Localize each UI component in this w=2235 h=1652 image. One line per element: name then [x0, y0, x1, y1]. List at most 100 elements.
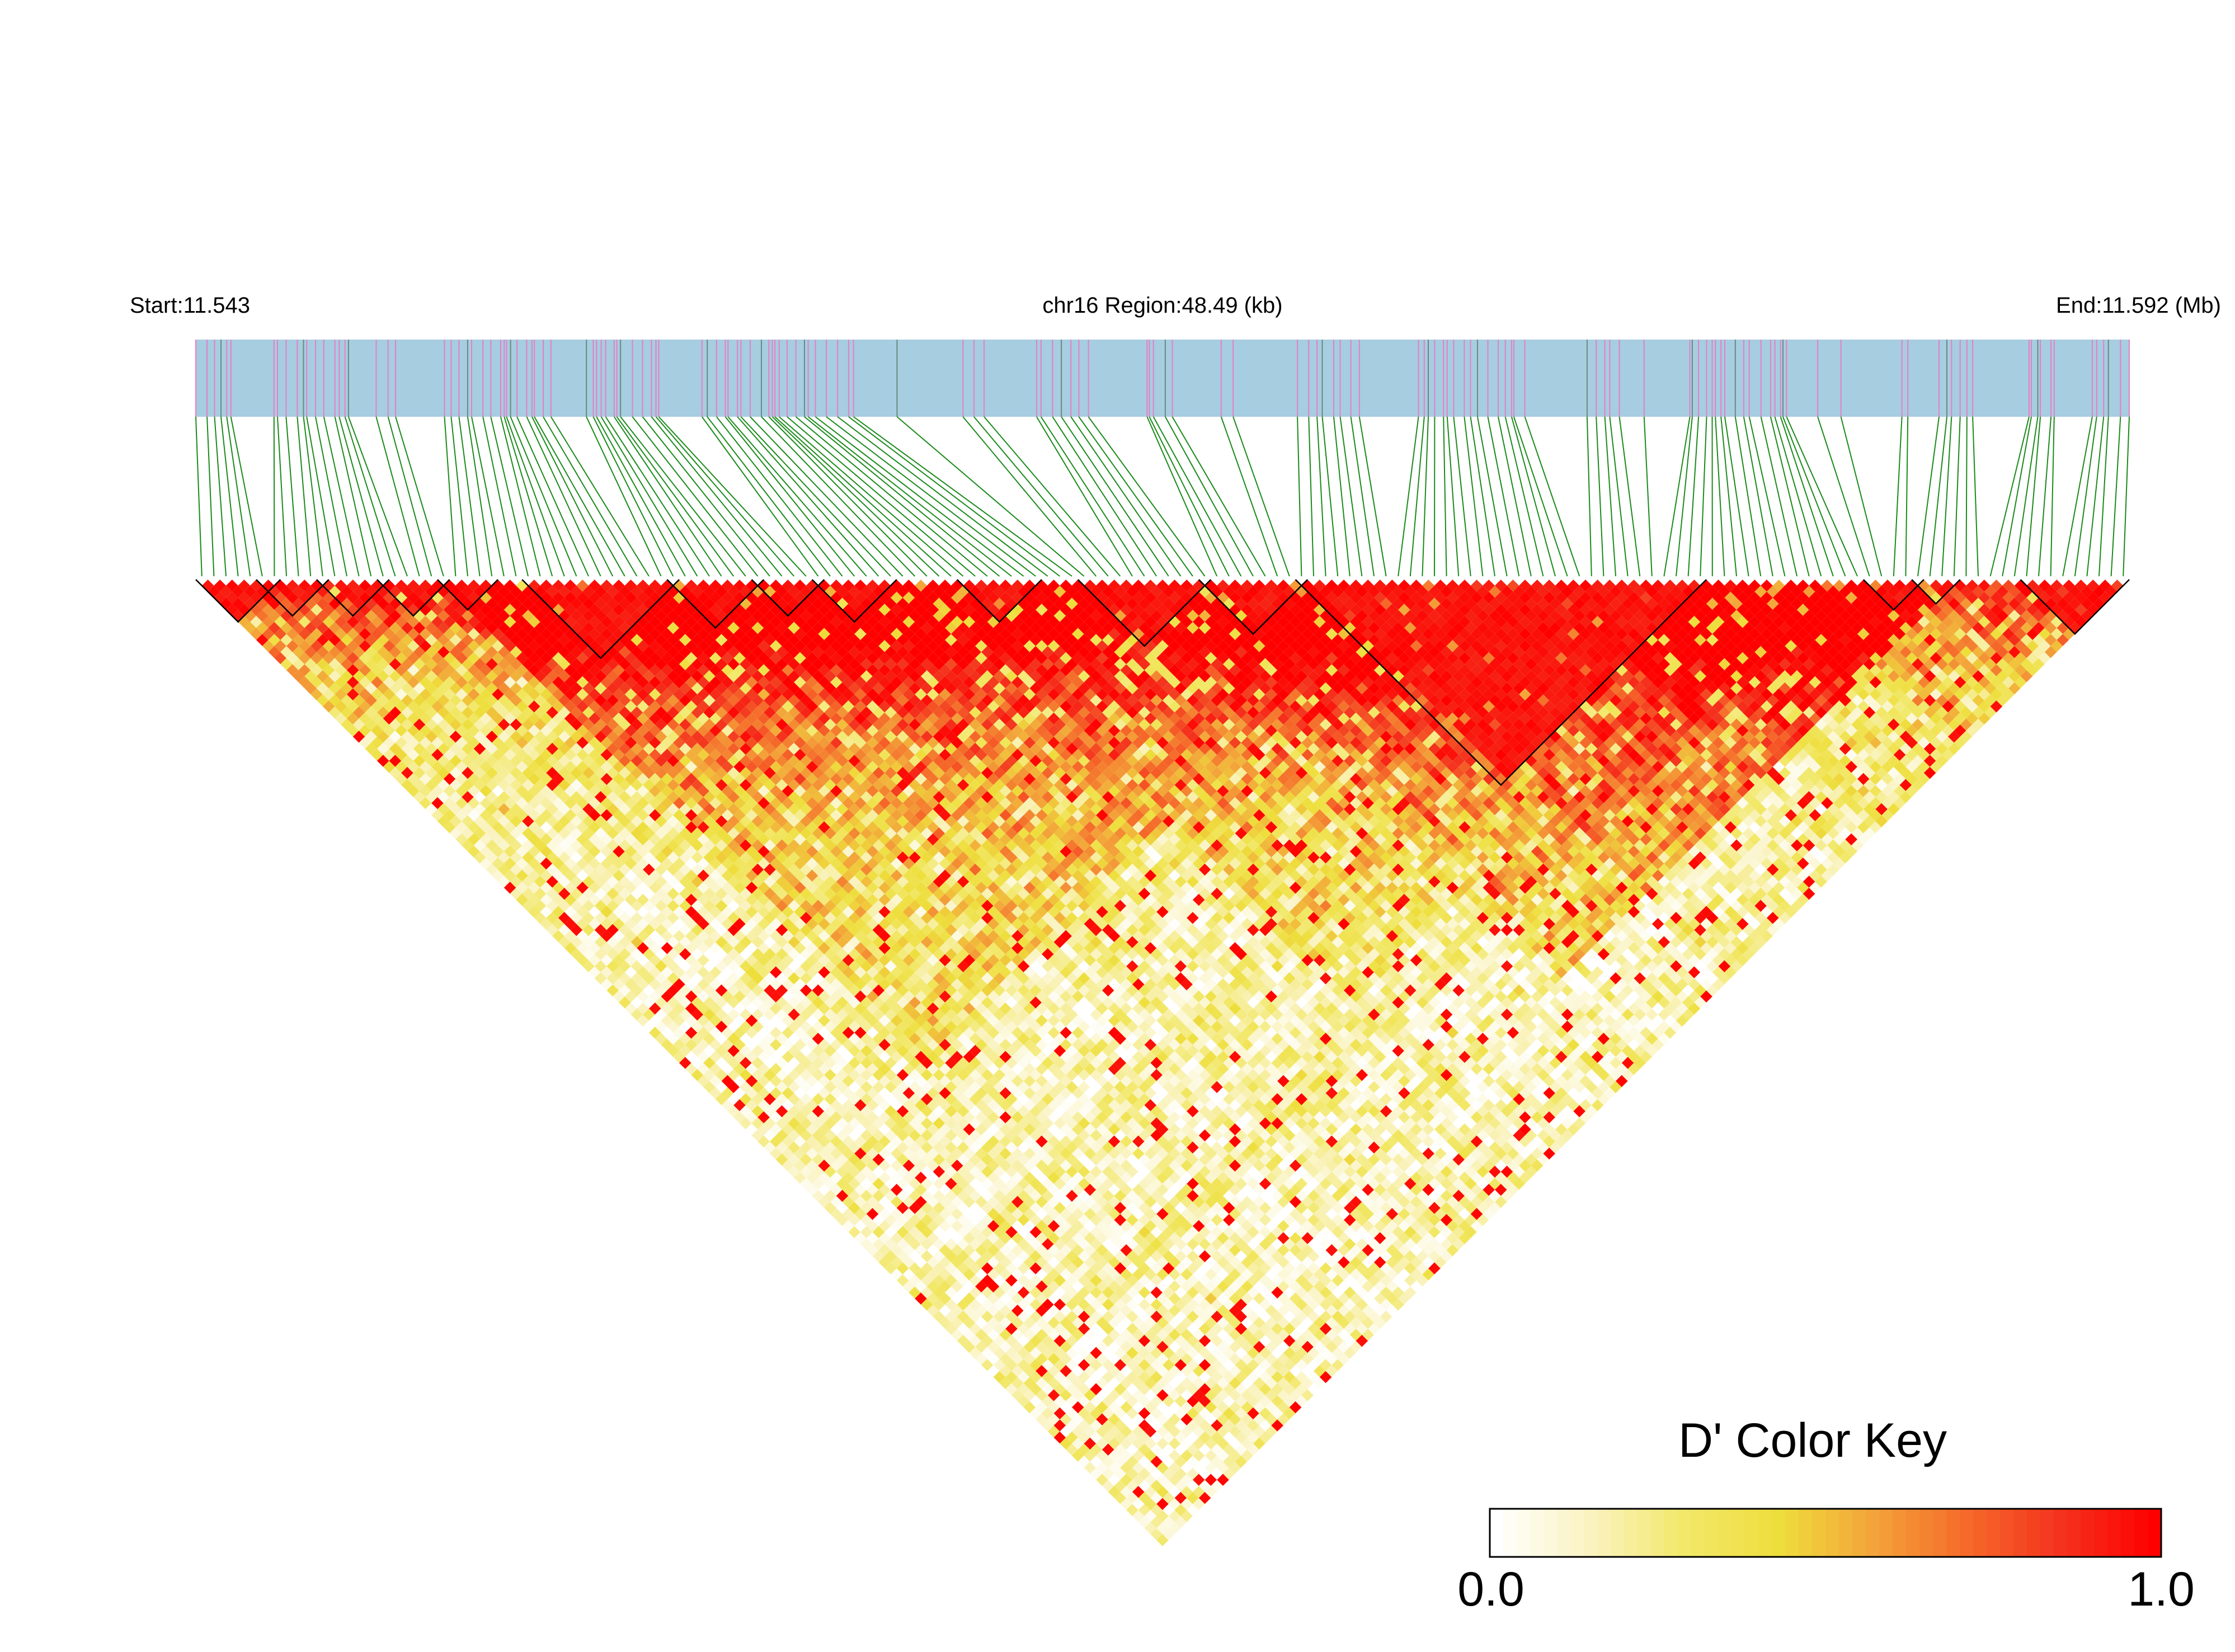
ld-cell	[866, 1244, 879, 1256]
ld-cell	[389, 706, 402, 719]
ld-cell	[848, 1154, 860, 1166]
ld-cell	[546, 900, 558, 912]
snp-connector	[1989, 416, 2030, 577]
snp-connector	[1734, 416, 1762, 577]
ld-cell	[679, 996, 691, 1009]
snp-connector	[837, 416, 1048, 577]
ld-cell	[721, 1051, 734, 1063]
ld-cell	[449, 791, 462, 803]
ld-cell	[570, 912, 583, 924]
ld-cell	[860, 1165, 873, 1178]
ld-cell	[709, 1038, 722, 1051]
ld-cell	[896, 1262, 909, 1274]
ld-cell	[1042, 1347, 1054, 1359]
ld-cell	[479, 785, 492, 797]
ld-cell	[589, 906, 601, 918]
ld-cell	[328, 682, 341, 695]
ld-cell	[1023, 1389, 1036, 1401]
ld-cell	[836, 1214, 849, 1226]
ld-cell	[540, 845, 553, 858]
ld-cell	[335, 700, 347, 713]
ld-cell	[812, 1154, 825, 1166]
ld-cell	[933, 1238, 945, 1250]
ld-cell	[462, 815, 474, 827]
ld-cell	[359, 664, 371, 676]
ld-cell	[540, 833, 553, 846]
ld-cell	[951, 1280, 963, 1293]
ld-cell	[1017, 1383, 1030, 1395]
ld-cell	[782, 1123, 794, 1136]
ld-cell	[891, 1244, 903, 1256]
snp-connector	[1464, 416, 1484, 577]
ld-cell	[347, 724, 359, 737]
snp-connector	[1786, 416, 1858, 577]
snp-connector	[1524, 416, 1580, 577]
ld-cell	[317, 646, 329, 658]
snp-connector	[1316, 416, 1326, 577]
ld-cell	[1042, 1383, 1054, 1395]
ld-cell	[1138, 1480, 1151, 1492]
ld-cell	[359, 676, 371, 689]
ld-cell	[1168, 1510, 1181, 1522]
ld-cell	[389, 718, 402, 731]
ld-cell	[691, 1069, 704, 1081]
ld-cell	[600, 930, 613, 942]
ld-cell	[782, 1147, 794, 1160]
ld-cell	[1114, 1419, 1127, 1432]
ld-cell	[630, 972, 643, 985]
snp-connector	[490, 416, 529, 577]
ld-cell	[1174, 1491, 1187, 1504]
ld-cell	[371, 676, 383, 689]
ld-cell	[401, 731, 413, 743]
ld-cell	[957, 1262, 970, 1274]
ld-cell	[425, 791, 437, 803]
ld-cell	[866, 1208, 879, 1220]
snp-connector	[1443, 416, 1447, 577]
ld-cell	[1036, 1389, 1048, 1401]
snp-connector	[1061, 416, 1169, 577]
snp-connector	[482, 416, 517, 577]
ld-cell	[552, 869, 564, 882]
ld-cell	[419, 773, 432, 785]
ld-cell	[462, 803, 474, 816]
ld-cell	[619, 996, 631, 1009]
ld-cell	[975, 1305, 987, 1317]
ld-cell	[546, 851, 558, 864]
snp-connector	[1350, 416, 1375, 577]
ld-cell	[902, 1220, 915, 1232]
ld-cell	[1163, 1528, 1175, 1541]
ld-cell	[407, 773, 420, 785]
ld-cell	[365, 706, 377, 719]
ld-cell	[431, 761, 444, 773]
snp-connector	[1398, 416, 1419, 577]
ld-cell	[600, 942, 613, 954]
ld-cell	[902, 1268, 915, 1281]
snp-connector	[1774, 416, 1822, 577]
ld-cell	[866, 1232, 879, 1244]
ld-cell	[286, 664, 299, 676]
ld-cell	[1120, 1449, 1132, 1462]
snp-connector	[1146, 416, 1218, 577]
ld-cell	[1011, 1365, 1024, 1377]
snp-connector	[1929, 416, 1947, 577]
snp-connector	[1748, 416, 1786, 577]
ld-cell	[800, 1129, 812, 1142]
ld-matrix-cells	[201, 580, 2124, 1546]
ld-cell	[1174, 1504, 1187, 1516]
ld-cell	[770, 1087, 782, 1099]
ld-cell	[679, 1008, 691, 1021]
ld-cell	[589, 942, 601, 954]
ld-cell	[939, 1305, 951, 1317]
ld-cell	[709, 1075, 722, 1088]
ld-cell	[570, 887, 583, 900]
ld-cell	[1072, 1425, 1084, 1438]
ld-cell	[1066, 1383, 1078, 1395]
ld-cell	[1023, 1377, 1036, 1390]
ld-cell	[425, 731, 437, 743]
ld-cell	[558, 912, 571, 924]
ld-cell	[558, 936, 571, 948]
ld-cell	[812, 1129, 825, 1142]
ld-cell	[987, 1353, 1000, 1365]
ld-cell	[945, 1322, 957, 1335]
ld-cell	[310, 676, 323, 689]
